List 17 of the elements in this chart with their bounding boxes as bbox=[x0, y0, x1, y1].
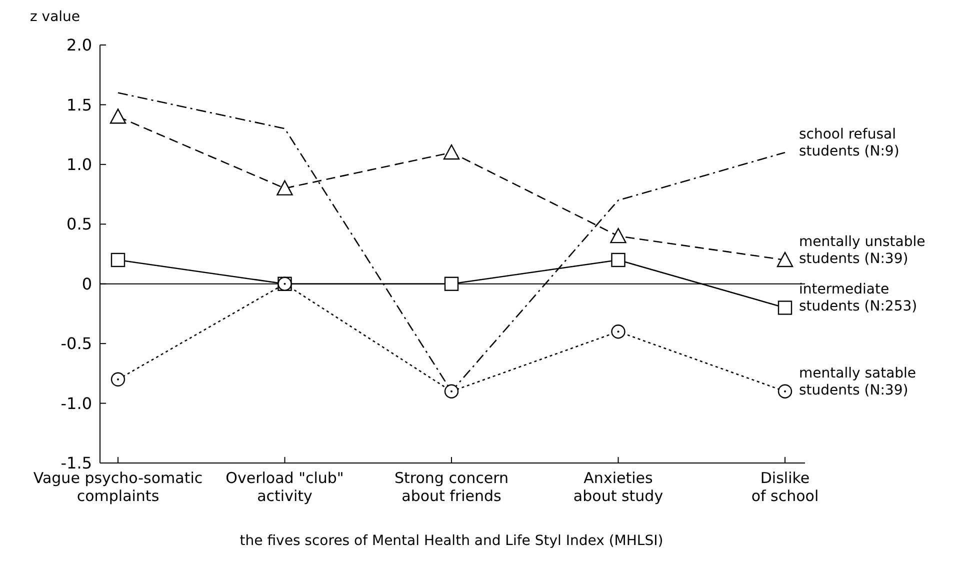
y-tick-label: 0.5 bbox=[66, 214, 92, 234]
y-tick-label: -1.0 bbox=[60, 394, 92, 413]
series-label: intermediate students (N:253) bbox=[799, 282, 918, 315]
x-tick-label: Strong concern about friends bbox=[394, 469, 509, 505]
x-tick-label: Overload "club" activity bbox=[226, 469, 344, 505]
y-tick-label: 1.0 bbox=[66, 155, 92, 174]
x-tick-label: Anxieties about study bbox=[573, 469, 664, 505]
y-tick-label: -0.5 bbox=[60, 334, 92, 354]
y-tick-label: 1.5 bbox=[66, 95, 92, 114]
series-label: mentally unstable students (N:39) bbox=[799, 234, 926, 267]
y-tick-label: 2.0 bbox=[66, 36, 92, 55]
y-axis-title: z value bbox=[30, 9, 80, 25]
x-axis-title: the fives scores of Mental Health and Life Styl Index (MHLSI) bbox=[240, 533, 664, 549]
x-tick-label: Dislike of school bbox=[751, 469, 819, 505]
y-tick-label: 0 bbox=[82, 274, 92, 294]
series-label: mentally satable students (N:39) bbox=[799, 365, 916, 398]
series-label: school refusal students (N:9) bbox=[799, 126, 900, 160]
